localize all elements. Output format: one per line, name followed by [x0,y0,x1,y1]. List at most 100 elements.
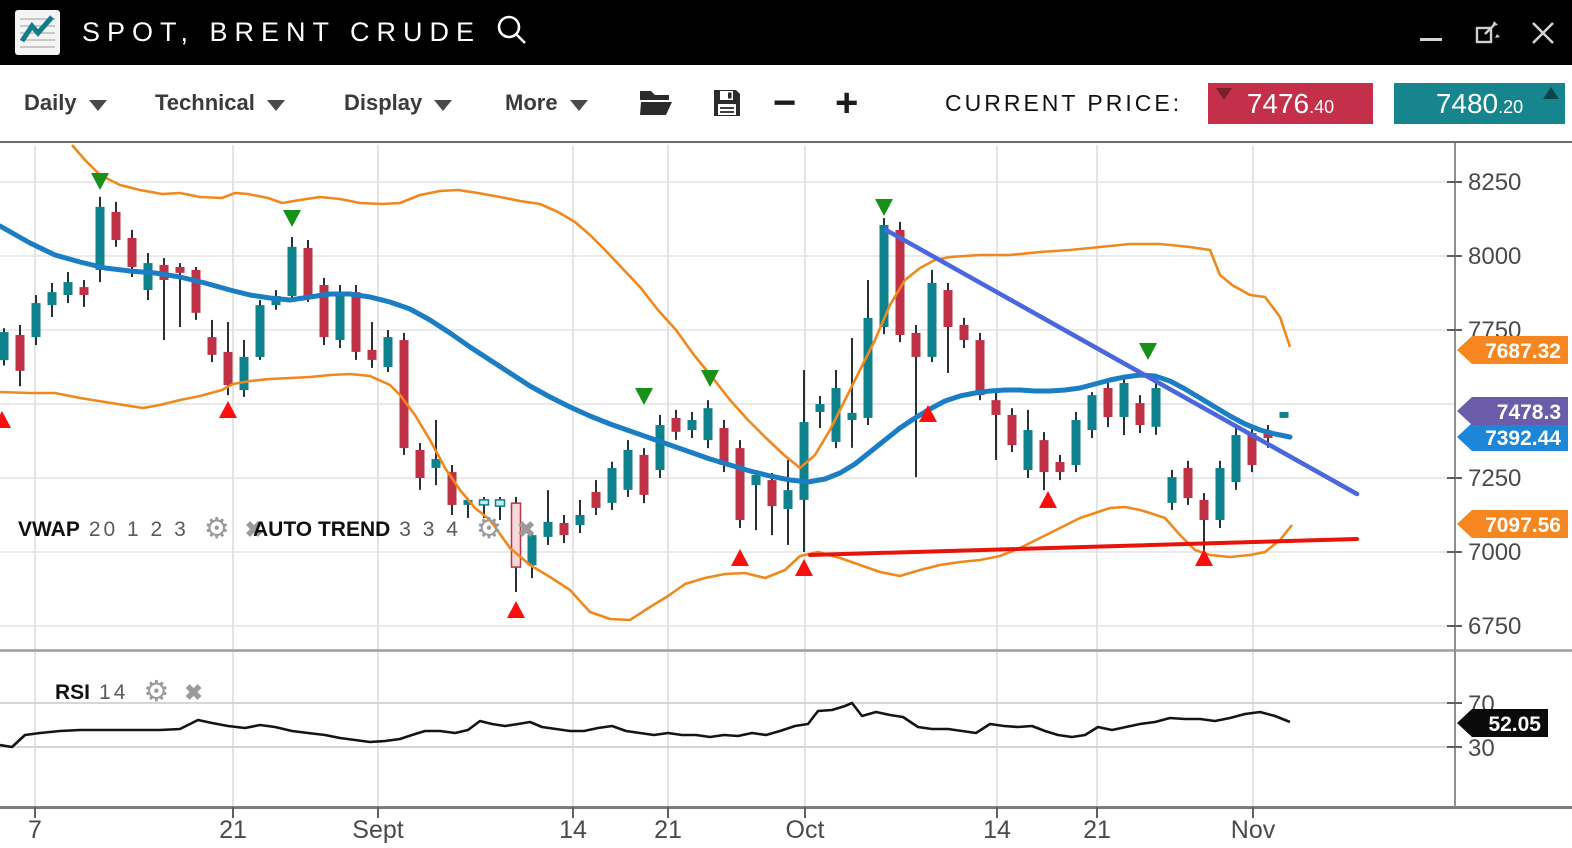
candle-body [415,449,425,478]
buy-signal-marker [219,401,237,418]
app-logo-icon [15,10,60,55]
x-tick-label: Sept [352,816,403,844]
price-tick-label: 7000 [1468,539,1521,566]
candle-body [494,499,506,507]
vwap-settings-gear-icon[interactable]: ⚙ [203,513,230,545]
candle-body [655,425,665,471]
candle-body [510,502,522,568]
buy-signal-marker [0,411,11,428]
sell-price-badge[interactable]: 7476 .40 [1208,83,1373,124]
candle-body [975,340,985,396]
candle-body [1071,419,1081,465]
buy-signal-marker [731,549,749,566]
candle-body [1135,403,1145,426]
chart-canvas[interactable]: 7 21 Sept 14 21 Oct 14 21 Nov8250800077507250700… [0,143,1572,848]
sell-price-dec: .40 [1309,96,1335,117]
band-value-badge-text: 7687.32 [1485,340,1561,363]
rsi-name: RSI [55,680,91,704]
buy-price-dec: .20 [1498,96,1524,117]
minimize-button[interactable] [1416,18,1446,48]
candle-body [671,417,681,432]
candle-body [1215,467,1225,521]
search-icon[interactable] [495,13,529,52]
candle-body [783,490,793,510]
candle-body [991,400,1001,415]
candle-body [1247,433,1257,465]
rsi-tick-label: 30 [1468,735,1495,762]
candle-body [191,269,201,313]
x-tick-label: 21 [654,816,682,844]
candle-body [911,332,921,357]
candle-body [1023,430,1033,471]
candle-body [143,263,153,291]
menu-technical-label: Technical [155,90,255,115]
price-up-arrow-icon [1543,87,1559,99]
menu-more[interactable]: More [505,65,588,141]
candle-body [879,224,889,328]
candle-body [623,449,633,490]
candle-body [1183,467,1193,499]
candle-body [31,303,41,338]
band-value-badge [1457,510,1568,538]
zoom-out-icon[interactable]: − [773,81,797,125]
candle-body [639,454,649,495]
sell-signal-marker [701,370,719,387]
x-tick-label: 21 [1083,816,1111,844]
save-icon[interactable] [711,65,743,141]
autotrend-indicator-label: AUTO TREND 3 3 4 ⚙ ✖ [253,515,535,544]
autotrend-name: AUTO TREND [253,517,391,541]
x-tick-label: 21 [219,816,247,844]
rsi-remove-icon[interactable]: ✖ [184,679,203,705]
candle-body [831,388,841,442]
sell-signal-marker [635,388,653,405]
trend-line-uptrend [808,537,1359,557]
restore-button[interactable] [1472,18,1502,48]
candle-body [927,282,937,357]
candle-body [959,324,969,341]
zoom-in-icon[interactable]: + [835,81,859,125]
candle-body [895,229,905,336]
candle-body [399,340,409,449]
candle-body [1119,382,1129,418]
candle-body [863,317,873,418]
candle-body [847,412,857,420]
menu-timeframe[interactable]: Daily [24,65,107,141]
rsi-settings-gear-icon[interactable]: ⚙ [143,676,170,708]
candle-body [79,287,89,296]
vwap-remove-icon[interactable]: ✖ [244,516,264,542]
menu-display[interactable]: Display [344,65,453,141]
candle-body [1167,477,1177,503]
candle-body [319,285,329,338]
vwap-value-badge [1457,397,1568,425]
buy-signal-marker [795,559,813,576]
candle-body [735,448,745,521]
close-button[interactable] [1528,18,1558,48]
menu-timeframe-label: Daily [24,90,77,115]
candle-body [223,351,233,386]
band-value-badge-text: 7097.56 [1485,514,1561,537]
candle-body [303,248,313,298]
autotrend-settings-gear-icon[interactable]: ⚙ [476,513,502,545]
candle-body [0,332,9,361]
candle-body [1231,435,1241,483]
autotrend-remove-icon[interactable]: ✖ [517,516,536,542]
price-tick-label: 8000 [1468,243,1521,270]
open-folder-icon[interactable] [638,65,674,141]
buy-price-badge[interactable]: 7480 .20 [1394,83,1565,124]
vwap-indicator-label: VWAP 20 1 2 3 ⚙ ✖ [18,515,263,544]
autotrend-params: 3 3 4 [399,517,461,541]
sell-signal-marker [283,210,301,227]
buy-signal-marker [507,601,525,618]
price-down-arrow-icon [1216,88,1232,100]
candle-body [559,522,569,536]
candle-body [15,335,25,371]
buy-signal-marker [919,405,937,422]
candle-body [719,427,729,465]
sell-signal-marker [91,173,109,190]
rsi-params: 14 [99,680,129,704]
rsi-value-badge [1457,709,1548,737]
candle-body [575,515,585,526]
candle-body [478,499,490,506]
buy-price-int: 7480 [1435,87,1499,119]
menu-technical[interactable]: Technical [155,65,285,141]
